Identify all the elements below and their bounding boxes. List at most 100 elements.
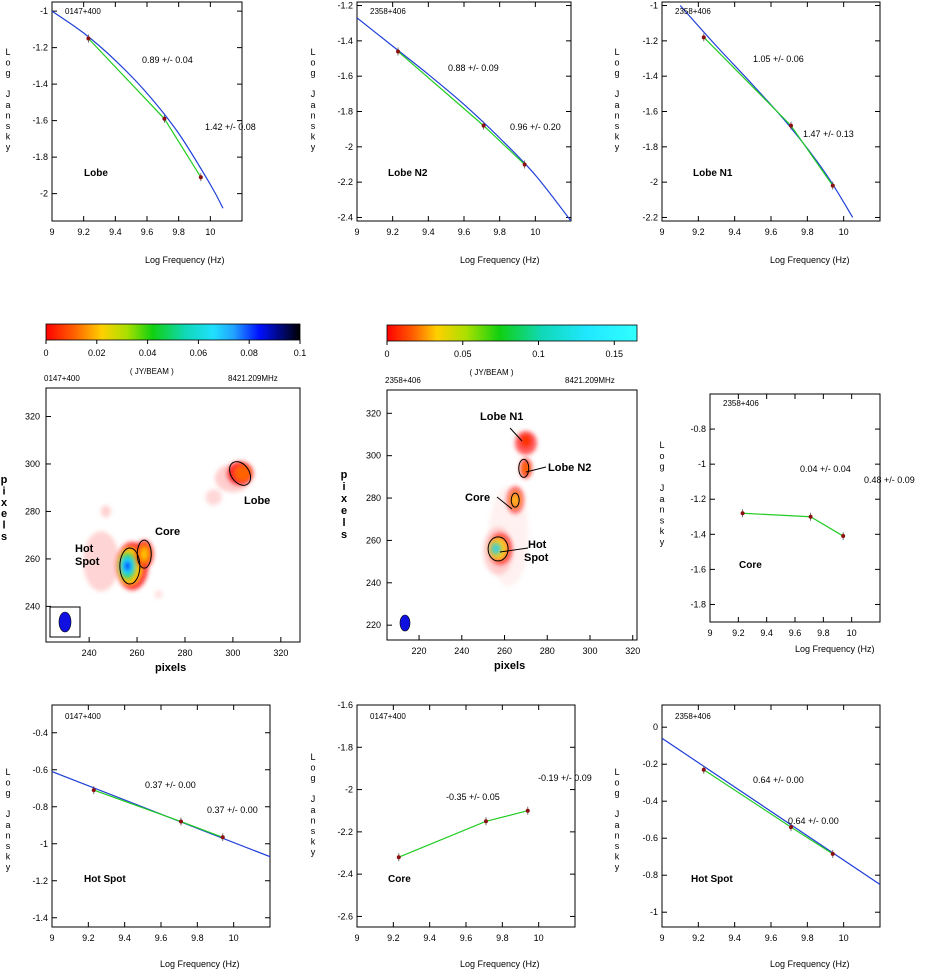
x-tick-label: 9 [707,628,712,638]
region-outline [510,492,520,508]
colorbar-tick-label: 0.05 [454,349,472,359]
y-tick-label: 280 [25,506,40,516]
x-tick-label: 9 [659,933,664,943]
y-tick-label: -0.6 [642,833,658,843]
region-text-label: Lobe N2 [548,462,591,474]
x-tick-label: 300 [582,646,597,656]
data-point [86,36,91,41]
series-group [662,737,880,885]
x-tick-label: 9.2 [82,933,95,943]
y-tick-label: -2.6 [337,911,353,921]
x-tick-label: 9.4 [109,227,122,237]
frequency-label: 8421.209MHz [565,376,615,385]
x-tick-label: 280 [540,646,555,656]
source-label: 0147+400 [370,712,406,721]
x-tick-label: 280 [177,648,192,658]
plot-frame [356,704,576,928]
x-tick-label: 9.4 [118,933,131,943]
data-point [808,514,813,519]
plot-frame [51,704,271,928]
x-tick-label: 9.6 [458,227,471,237]
x-tick-label: 9.2 [692,933,705,943]
y-tick-label: -1 [698,459,706,469]
y-tick-label: -1 [650,907,658,917]
data-point [162,116,167,121]
x-tick-label: 240 [454,646,469,656]
spectral-index-annotation: 0.48 +/- 0.09 [864,475,915,485]
spectrum-panel-0: 9 9.2 9.4 9.6 9.8 10 -1 -1.2 -1.4 -1.6 -1.8 -2 0147+… [5,1,256,265]
x-tick-label: 9.8 [801,933,814,943]
region-outline [518,458,530,478]
x-axis-label: Log Frequency (Hz) [145,255,225,265]
region-outline [229,461,252,486]
y-tick-label: 260 [366,535,381,545]
data-point [788,825,793,830]
y-tick-label: -0.8 [690,424,706,434]
x-tick-label: 9.6 [155,933,168,943]
data-point [525,808,530,813]
colorbar-tick-label: 0.08 [240,348,258,358]
map-frame [45,387,301,643]
y-tick-label: -2.2 [337,827,353,837]
x-tick-label: 9 [659,227,664,237]
x-tick-label: 9.8 [801,227,814,237]
x-tick-label: 9.8 [191,933,204,943]
beam-ellipse [58,611,72,633]
y-tick-label: -1.2 [690,494,706,504]
y-tick-label: -1.2 [32,876,48,886]
series-group [398,810,528,858]
spectral-index-annotation: 0.37 +/- 0.00 [145,780,196,790]
blue-fit-line [357,17,571,221]
data-point [178,819,183,824]
x-tick-label: 9.6 [765,227,778,237]
y-tick-label: 0 [653,722,658,732]
spectral-index-annotation: 1.05 +/- 0.06 [753,54,804,64]
colorbar-tick-label: 0.02 [88,348,106,358]
plot-frame [51,1,243,222]
data-point [701,35,706,40]
data-point [701,767,706,772]
region-text-label: Core [155,526,180,538]
plot-frame [356,1,572,222]
x-axis-label: Log Frequency (Hz) [770,255,850,265]
data-point [91,788,96,793]
y-tick-label: -1.4 [642,71,658,81]
x-tick-label: 260 [497,646,512,656]
x-tick-label: 9.4 [760,628,773,638]
y-tick-label: -0.4 [642,796,658,806]
region-text-label: Spot [75,556,100,568]
source-label: 2358+406 [370,7,406,16]
x-tick-label: 320 [273,648,288,658]
data-point [788,123,793,128]
y-tick-label: -1.8 [337,107,353,117]
region-text-label: Lobe [244,495,270,507]
x-tick-label: 9.2 [692,227,705,237]
y-tick-label: -2.2 [337,177,353,187]
source-label: 0147+400 [65,712,101,721]
y-tick-label: 320 [25,411,40,421]
y-tick-label: -2 [345,142,353,152]
spectrum-panel-3: 9 9.2 9.4 9.6 9.8 10 -0.8 -1 -1.2 -1.4 -1.6 -1.8 235… [659,393,915,654]
y-tick-label: -1 [650,1,658,11]
spectral-index-annotation: 0.64 +/- 0.00 [753,775,804,785]
blue-fit-line [679,5,854,218]
emission-blob [488,486,529,587]
emission-group [483,430,537,587]
colorbar-label: ( JY/BEAM ) [470,368,514,377]
leader-line [525,466,547,473]
x-tick-label: 9.6 [141,227,154,237]
source-label: 0147+400 [44,374,80,383]
y-tick-label: -2.4 [337,869,353,879]
y-tick-label: -0.2 [642,759,658,769]
x-axis-label: pixels [494,660,525,672]
data-point [740,511,745,516]
y-tick-label: -0.4 [32,728,48,738]
source-label: 2358+406 [723,399,759,408]
y-tick-label: -1.2 [32,43,48,53]
data-point [396,49,401,54]
y-tick-label: -1.6 [337,700,353,710]
